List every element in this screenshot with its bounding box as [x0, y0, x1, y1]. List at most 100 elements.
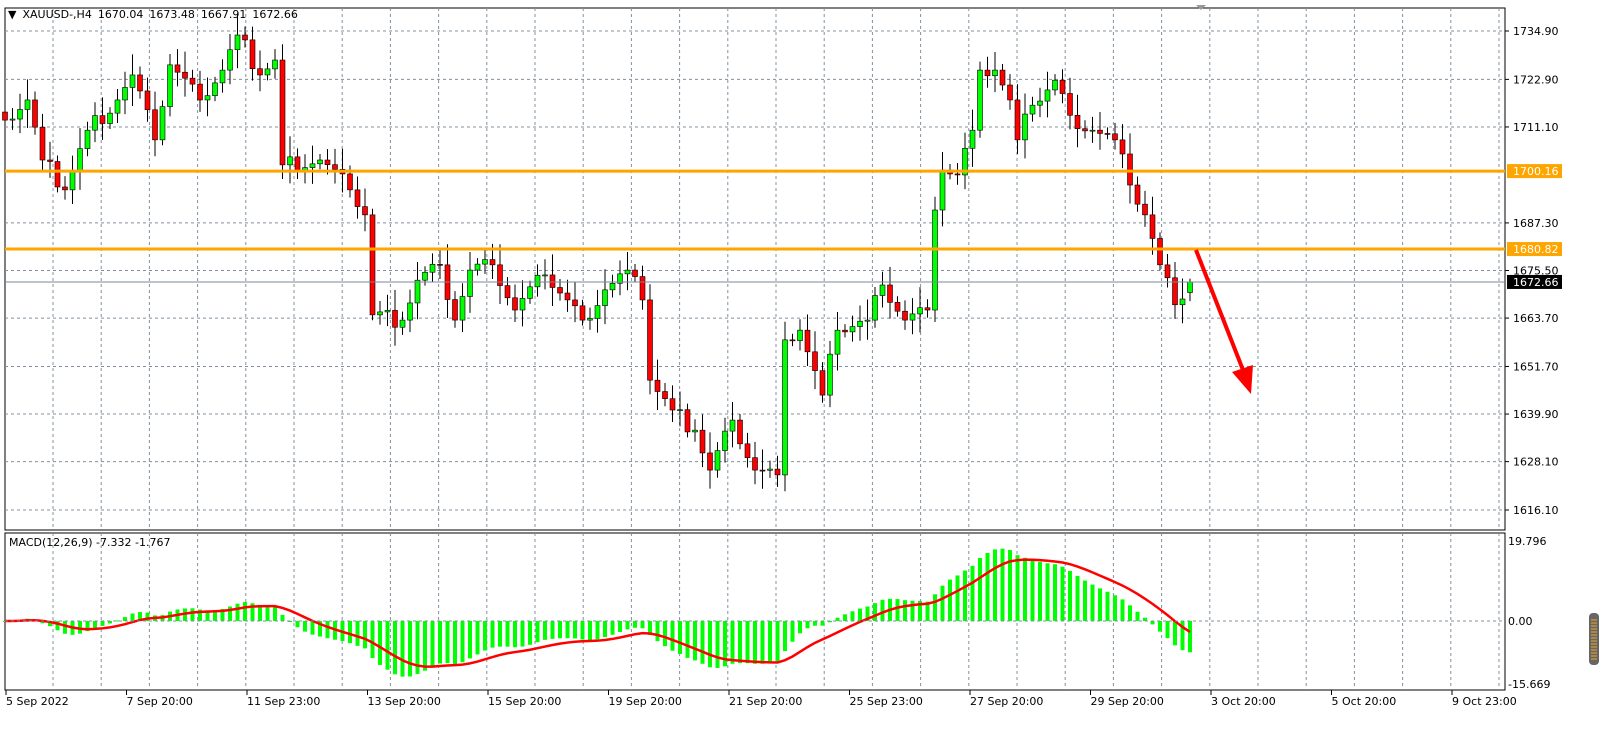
macd-bar — [588, 621, 592, 641]
macd-bar — [820, 621, 825, 626]
candle-body — [69, 171, 76, 191]
macd-bar — [963, 570, 967, 621]
time-tick-label: 19 Sep 20:00 — [609, 695, 682, 708]
candle-body — [489, 259, 496, 266]
candle — [624, 251, 631, 291]
time-tick-label: 15 Sep 20:00 — [488, 695, 561, 708]
macd-bar — [663, 621, 667, 647]
macd-bar — [1165, 621, 1170, 639]
candle — [804, 314, 811, 366]
candle-body — [857, 320, 863, 327]
candle-body — [1112, 133, 1118, 141]
macd-bar — [93, 621, 97, 628]
macd-label: MACD(12,26,9) -7.332 -1.767 — [9, 536, 170, 549]
candle-body — [219, 69, 226, 84]
candle-body — [699, 429, 706, 454]
candle — [1014, 84, 1021, 155]
candle-body — [564, 292, 571, 301]
candle-body — [62, 186, 68, 191]
macd-bar — [693, 621, 697, 661]
macd-bar — [813, 621, 817, 626]
macd-bar — [348, 621, 352, 644]
macd-bar — [573, 621, 577, 639]
candle-body — [272, 59, 278, 70]
candle-body — [1104, 133, 1111, 135]
candle-body — [377, 311, 383, 316]
candle — [84, 121, 91, 157]
down-arrow-icon[interactable] — [1194, 249, 1253, 394]
candle — [317, 153, 323, 170]
candle — [9, 108, 16, 130]
candle-body — [692, 429, 698, 433]
candle-body — [804, 329, 811, 353]
candle-body — [624, 269, 631, 275]
candle — [969, 109, 976, 167]
macd-bar — [580, 621, 585, 640]
macd-bar — [370, 621, 375, 659]
vertical-scrollbar[interactable] — [1589, 613, 1599, 665]
candle — [362, 188, 368, 232]
candle-body — [932, 209, 938, 311]
candle-body — [384, 310, 391, 313]
candle-body — [759, 469, 766, 472]
time-tick-label: 5 Sep 2022 — [6, 695, 69, 708]
candle-body — [92, 115, 98, 131]
collapse-triangle-icon[interactable]: ▼ — [8, 8, 17, 21]
candle-body — [1172, 277, 1178, 306]
macd-bar — [835, 617, 840, 621]
candle-body — [1187, 281, 1193, 293]
macd-bar — [363, 621, 367, 649]
candle-body — [609, 282, 616, 291]
candle-body — [684, 409, 691, 433]
candle-body — [819, 370, 826, 396]
candle — [264, 62, 271, 81]
candle — [497, 244, 503, 305]
candle — [332, 148, 338, 184]
candle-body — [654, 379, 661, 392]
macd-bar — [610, 621, 615, 635]
candle — [1157, 232, 1163, 271]
candle-body — [474, 263, 481, 271]
candle — [249, 26, 256, 81]
candle — [692, 419, 698, 442]
candle — [609, 274, 616, 298]
macd-bar — [258, 604, 262, 621]
macd-bar — [243, 602, 247, 621]
candle — [617, 260, 623, 296]
candle-body — [497, 264, 503, 286]
chart-shift-marker-icon[interactable] — [1196, 5, 1206, 10]
candle-body — [84, 129, 91, 149]
candle — [819, 362, 826, 403]
macd-bar — [205, 610, 210, 621]
macd-bar — [250, 603, 255, 621]
macd-bar — [63, 621, 67, 634]
candle-body — [362, 206, 368, 216]
candle-body — [152, 109, 158, 141]
candle-body — [317, 159, 323, 165]
macd-bar — [640, 621, 645, 629]
candle — [234, 14, 241, 69]
price-tick-label: 1639.90 — [1513, 408, 1559, 421]
macd-bar — [445, 621, 450, 664]
macd-bar — [138, 612, 142, 621]
macd-bar — [430, 621, 435, 667]
candle — [1112, 122, 1118, 150]
candle-body — [849, 326, 856, 333]
macd-bar — [1068, 570, 1072, 621]
candle-body — [519, 298, 526, 311]
candle-body — [632, 269, 638, 277]
candle-body — [264, 68, 271, 76]
candle — [669, 385, 676, 422]
candle — [542, 259, 548, 290]
candle-body — [482, 259, 488, 265]
candle — [17, 93, 23, 134]
macd-bar — [1075, 575, 1080, 621]
candle-body — [99, 115, 106, 124]
macd-bar — [1015, 555, 1020, 621]
macd-bar — [1023, 557, 1027, 621]
macd-bar — [415, 621, 420, 674]
candle-body — [504, 285, 511, 299]
candle — [182, 51, 188, 97]
macd-bar — [543, 621, 547, 640]
